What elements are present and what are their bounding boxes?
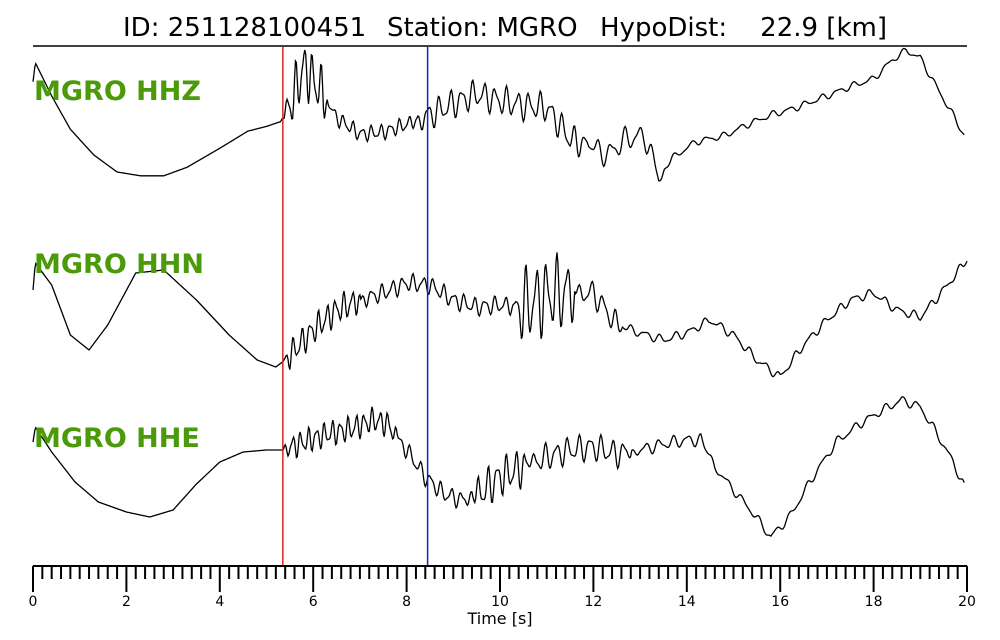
tick-label: 6 — [309, 594, 318, 610]
traces-group — [32, 47, 968, 537]
tick-label: 8 — [402, 594, 411, 610]
title-event-id: ID: 251128100451 — [123, 13, 366, 43]
channel-labels-group: MGRO HHZ MGRO HHN MGRO HHE — [34, 76, 204, 454]
channel-label-mgro-hhn: MGRO HHN — [34, 249, 204, 280]
tick-label: 4 — [215, 594, 224, 610]
title-station: Station: MGRO — [387, 13, 578, 43]
tick-label: 18 — [865, 594, 883, 610]
waveform-trace-mgro-hhn — [32, 252, 968, 378]
title-hypodist: HypoDist: 22.9 [km] — [600, 13, 887, 43]
tick-label: 20 — [958, 594, 976, 610]
channel-label-mgro-hhe: MGRO HHE — [34, 423, 200, 454]
waveform-trace-mgro-hhz — [32, 47, 965, 182]
tick-label: 10 — [491, 594, 509, 610]
x-axis-label: Time [s] — [466, 609, 532, 628]
time-axis: 0 2 4 6 8 10 12 14 16 18 20 — [29, 565, 976, 610]
waveform-trace-mgro-hhe — [32, 396, 965, 537]
phase-picks-group — [282, 47, 429, 566]
tick-label: 16 — [771, 594, 789, 610]
tick-label: 14 — [678, 594, 696, 610]
tick-label: 12 — [584, 594, 602, 610]
channel-label-mgro-hhz: MGRO HHZ — [34, 76, 201, 107]
tick-label: 0 — [29, 594, 38, 610]
tick-label: 2 — [122, 594, 131, 610]
